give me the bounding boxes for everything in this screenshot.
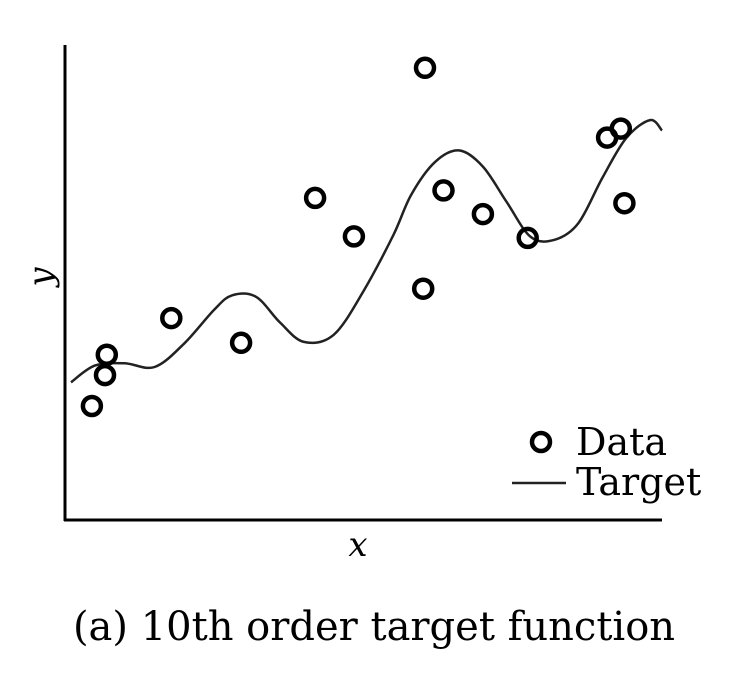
data-point <box>303 186 327 210</box>
y-axis-label: y <box>21 267 61 289</box>
data-point <box>93 363 117 387</box>
target-curve <box>70 118 663 384</box>
data-point <box>613 191 636 215</box>
figure-caption: (a) 10th order target function <box>73 604 675 650</box>
plot-layer <box>70 56 663 418</box>
legend-label-data: Data <box>576 420 667 464</box>
legend: Data Target <box>512 420 701 504</box>
legend-label-target: Target <box>576 460 701 504</box>
data-point <box>609 117 633 140</box>
data-point <box>471 202 495 226</box>
data-point <box>229 331 253 355</box>
data-point <box>413 56 437 80</box>
data-point <box>95 343 119 366</box>
data-point <box>432 179 455 202</box>
data-point <box>160 306 183 330</box>
data-point <box>411 277 435 300</box>
data-point <box>342 225 366 248</box>
x-axis-label: x <box>348 525 367 565</box>
legend-data-marker <box>529 430 553 454</box>
data-point <box>80 394 104 418</box>
data-point <box>516 226 539 250</box>
